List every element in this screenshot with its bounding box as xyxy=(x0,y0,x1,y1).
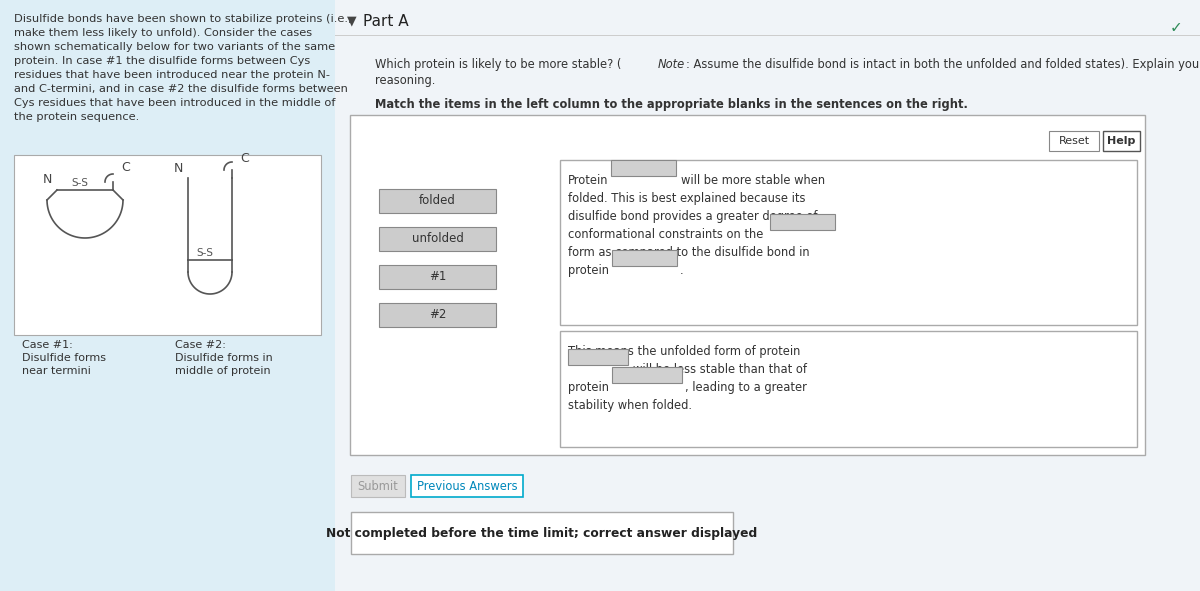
FancyBboxPatch shape xyxy=(770,214,835,230)
Text: conformational constraints on the: conformational constraints on the xyxy=(568,228,763,241)
FancyBboxPatch shape xyxy=(612,367,682,383)
Text: ✓: ✓ xyxy=(1169,20,1182,35)
Text: : Assume the disulfide bond is intact in both the unfolded and folded states). E: : Assume the disulfide bond is intact in… xyxy=(686,58,1200,71)
FancyBboxPatch shape xyxy=(0,0,335,591)
Text: form as compared to the disulfide bond in: form as compared to the disulfide bond i… xyxy=(568,246,810,259)
FancyBboxPatch shape xyxy=(350,115,1145,455)
Text: #2: #2 xyxy=(428,309,446,322)
Text: Disulfide bonds have been shown to stabilize proteins (i.e.,
make them less like: Disulfide bonds have been shown to stabi… xyxy=(14,14,352,122)
FancyBboxPatch shape xyxy=(410,475,523,497)
Text: Case #1:
Disulfide forms
near termini: Case #1: Disulfide forms near termini xyxy=(22,340,106,376)
FancyBboxPatch shape xyxy=(352,512,733,554)
Text: will be less stable than that of: will be less stable than that of xyxy=(634,363,808,376)
Text: Match the items in the left column to the appropriate blanks in the sentences on: Match the items in the left column to th… xyxy=(374,98,968,111)
FancyBboxPatch shape xyxy=(379,303,496,327)
FancyBboxPatch shape xyxy=(611,160,676,176)
FancyBboxPatch shape xyxy=(568,349,628,365)
Text: S-S: S-S xyxy=(196,248,214,258)
FancyBboxPatch shape xyxy=(1049,131,1099,151)
Text: N: N xyxy=(174,162,184,175)
Text: N: N xyxy=(43,173,53,186)
FancyBboxPatch shape xyxy=(352,475,406,497)
FancyBboxPatch shape xyxy=(612,250,677,266)
FancyBboxPatch shape xyxy=(560,160,1138,325)
Text: unfolded: unfolded xyxy=(412,232,463,245)
Text: reasoning.: reasoning. xyxy=(374,74,436,87)
Text: Help: Help xyxy=(1106,136,1135,146)
Text: .: . xyxy=(680,264,684,277)
Text: folded: folded xyxy=(419,194,456,207)
Text: , leading to a greater: , leading to a greater xyxy=(685,381,806,394)
FancyBboxPatch shape xyxy=(379,189,496,213)
Text: protein: protein xyxy=(568,264,610,277)
Text: will be more stable when: will be more stable when xyxy=(682,174,826,187)
Text: S-S: S-S xyxy=(71,178,88,188)
Text: Reset: Reset xyxy=(1058,136,1090,146)
Text: stability when folded.: stability when folded. xyxy=(568,399,692,412)
Text: Previous Answers: Previous Answers xyxy=(416,479,517,492)
FancyBboxPatch shape xyxy=(379,227,496,251)
FancyBboxPatch shape xyxy=(14,155,322,335)
Text: Which protein is likely to be more stable? (: Which protein is likely to be more stabl… xyxy=(374,58,622,71)
Text: C: C xyxy=(240,152,248,165)
Text: Part A: Part A xyxy=(364,14,409,29)
Text: #1: #1 xyxy=(428,271,446,284)
Text: Case #2:
Disulfide forms in
middle of protein: Case #2: Disulfide forms in middle of pr… xyxy=(175,340,272,376)
Text: ▼: ▼ xyxy=(347,14,356,27)
Text: disulfide bond provides a greater degree of: disulfide bond provides a greater degree… xyxy=(568,210,817,223)
FancyBboxPatch shape xyxy=(379,265,496,289)
Text: folded. This is best explained because its: folded. This is best explained because i… xyxy=(568,192,805,205)
Text: protein: protein xyxy=(568,381,610,394)
Text: C: C xyxy=(121,161,130,174)
Text: This means the unfolded form of protein: This means the unfolded form of protein xyxy=(568,345,800,358)
FancyBboxPatch shape xyxy=(560,331,1138,447)
Text: Protein: Protein xyxy=(568,174,608,187)
FancyBboxPatch shape xyxy=(335,0,1200,591)
Text: Not completed before the time limit; correct answer displayed: Not completed before the time limit; cor… xyxy=(326,527,757,540)
Text: Note: Note xyxy=(658,58,685,71)
Text: Submit: Submit xyxy=(358,479,398,492)
FancyBboxPatch shape xyxy=(1103,131,1140,151)
